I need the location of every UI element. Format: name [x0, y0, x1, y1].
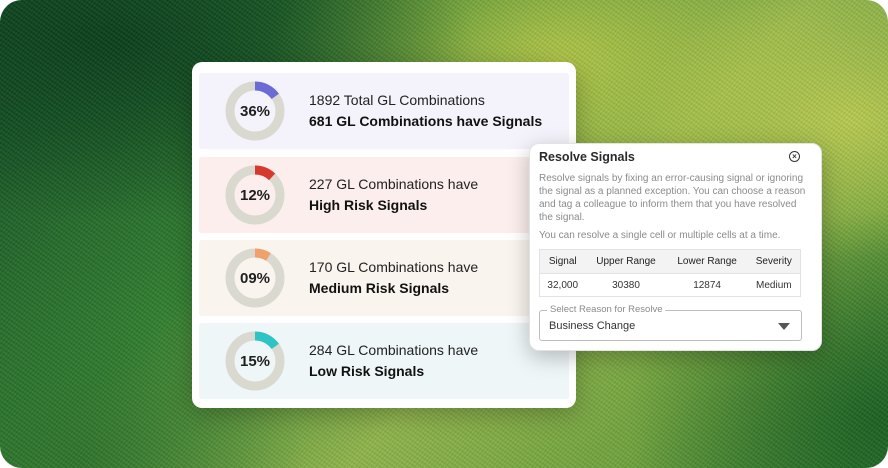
row-line-1: 170 GL Combinations have: [309, 259, 479, 275]
signal-table: Signal Upper Range Lower Range Severity …: [539, 249, 801, 297]
select-value: Business Change: [549, 320, 636, 332]
caret-down-icon[interactable]: [778, 323, 790, 330]
donut-arc: [225, 165, 285, 225]
donut-arc: [225, 331, 285, 391]
resolve-signals-dialog: Resolve Signals × Resolve signals by fix…: [529, 143, 822, 351]
lower-range-cell: 12874: [666, 273, 748, 297]
column-header: Upper Range: [585, 249, 667, 274]
row-line-1: 227 GL Combinations have: [309, 176, 479, 192]
resolve-reason-select[interactable]: Select Reason for Resolve Business Chang…: [539, 304, 802, 341]
row-line-2: Medium Risk Signals: [309, 280, 450, 296]
signal-summary-card: 36% 1892 Total GL Combinations 681 GL Co…: [192, 62, 576, 408]
donut-ring: [225, 331, 285, 391]
severity-cell: Medium: [747, 273, 801, 297]
donut-arc: [225, 81, 285, 141]
donut-percent: 36%: [239, 102, 271, 120]
row-line-2: 681 GL Combinations have Signals: [309, 113, 543, 129]
summary-row-high-risk: 12% 227 GL Combinations have High Risk S…: [199, 157, 569, 233]
dialog-description: Resolve signals by fixing an error-causi…: [539, 173, 806, 223]
donut-arc: [225, 248, 285, 308]
summary-row-medium-risk: 09% 170 GL Combinations have Medium Risk…: [199, 240, 569, 316]
donut-ring: [225, 81, 285, 141]
dialog-note: You can resolve a single cell or multipl…: [539, 230, 781, 241]
signal-cell: 32,000: [539, 273, 586, 297]
column-header: Severity: [747, 249, 801, 274]
column-header: Signal: [539, 249, 586, 274]
column-header: Lower Range: [666, 249, 748, 274]
summary-row-low-risk: 15% 284 GL Combinations have Low Risk Si…: [199, 323, 569, 399]
close-circle-icon[interactable]: ×: [789, 151, 800, 162]
row-line-1: 284 GL Combinations have: [309, 342, 479, 358]
donut-chart: 09%: [223, 246, 287, 310]
donut-percent: 09%: [239, 269, 271, 287]
donut-chart: 12%: [223, 163, 287, 227]
dialog-title: Resolve Signals: [539, 150, 635, 164]
donut-percent: 12%: [239, 186, 271, 204]
donut-percent: 15%: [239, 352, 271, 370]
summary-row-total: 36% 1892 Total GL Combinations 681 GL Co…: [199, 73, 569, 149]
row-line-1: 1892 Total GL Combinations: [309, 92, 485, 108]
upper-range-cell: 30380: [585, 273, 667, 297]
donut-chart: 36%: [223, 79, 287, 143]
donut-chart: 15%: [223, 329, 287, 393]
row-line-2: High Risk Signals: [309, 197, 428, 213]
donut-ring: [225, 165, 285, 225]
select-label: Select Reason for Resolve: [547, 304, 666, 315]
table-row[interactable]: 32,000 30380 12874 Medium: [539, 273, 801, 297]
donut-ring: [225, 248, 285, 308]
row-line-2: Low Risk Signals: [309, 363, 425, 379]
